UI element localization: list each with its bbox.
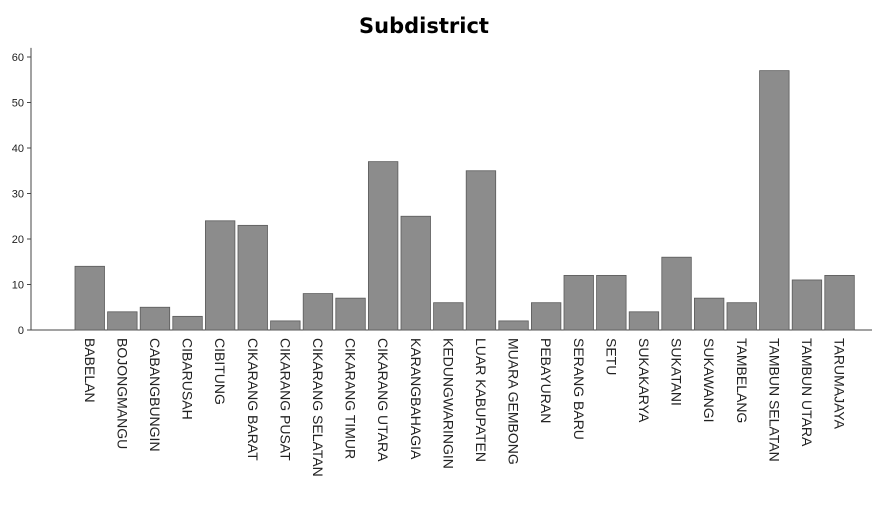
bar [791, 279, 823, 331]
x-tick-label: CIBITUNG [212, 338, 228, 405]
bar [465, 170, 497, 331]
y-tick-label: 10 [12, 280, 24, 292]
bar [694, 297, 725, 331]
bar [204, 220, 236, 331]
x-tick-label: SUKAKARYA [636, 338, 652, 423]
x-tick-label: CABANGBUNGIN [147, 338, 163, 452]
bar [628, 311, 660, 331]
bar [107, 311, 138, 331]
bar [563, 274, 594, 331]
bar [759, 70, 790, 331]
bar [302, 293, 334, 331]
chart-title: Subdistrict [359, 14, 489, 38]
x-tick-label: MUARA GEMBONG [506, 338, 522, 465]
x-tick-label: KARANGBAHAGIA [408, 338, 424, 460]
y-axis: 0 10 20 30 40 50 60 [12, 47, 872, 337]
x-axis-labels: BABELAN BOJONGMANGU CABANGBUNGIN CIBARUSAH C… [82, 338, 848, 477]
x-tick-label: CIKARANG SELATAN [310, 338, 326, 477]
bar [270, 320, 301, 331]
x-tick-label: SUKATANI [669, 338, 685, 406]
x-tick-label: TAMBUN UTARA [799, 338, 815, 447]
x-tick-label: BABELAN [82, 338, 98, 403]
bar [596, 274, 627, 331]
x-tick-label: TAMBUN SELATAN [766, 338, 782, 462]
bar [335, 297, 366, 331]
bar [531, 302, 562, 331]
bar [726, 302, 757, 331]
bar [400, 215, 431, 331]
x-tick-label: CIKARANG UTARA [375, 338, 391, 462]
bar [433, 302, 464, 331]
x-tick-label: CIBARUSAH [180, 338, 196, 420]
x-tick-label: SETU [603, 338, 619, 375]
bar [172, 315, 203, 331]
bar [139, 306, 171, 331]
y-tick-label: 50 [12, 98, 24, 110]
bar [237, 224, 268, 331]
x-tick-label: LUAR KABUPATEN [473, 338, 489, 462]
x-tick-label: CIKARANG TIMUR [343, 338, 359, 459]
x-tick-label: CIKARANG PUSAT [277, 338, 293, 461]
x-tick-label: SUKAWANGI [701, 338, 717, 423]
x-tick-label: BOJONGMANGU [114, 338, 130, 449]
x-tick-label: KEDUNGWARINGIN [440, 338, 456, 469]
bar-series [74, 70, 855, 331]
bar [367, 161, 399, 331]
y-tick-label: 0 [18, 325, 24, 337]
x-tick-label: TARUMAJAYA [832, 338, 848, 430]
bar [74, 265, 105, 331]
y-tick-label: 30 [12, 189, 24, 201]
bar [661, 256, 692, 331]
y-tick-label: 60 [12, 52, 24, 64]
bar [498, 320, 529, 331]
x-tick-label: TAMBELANG [734, 338, 750, 423]
y-tick-label: 20 [12, 234, 24, 246]
x-tick-label: SERANG BARU [571, 338, 587, 440]
bar [824, 274, 855, 331]
x-tick-label: PEBAYURAN [538, 338, 554, 423]
y-tick-label: 40 [12, 143, 24, 155]
x-tick-label: CIKARANG BARAT [245, 338, 261, 461]
